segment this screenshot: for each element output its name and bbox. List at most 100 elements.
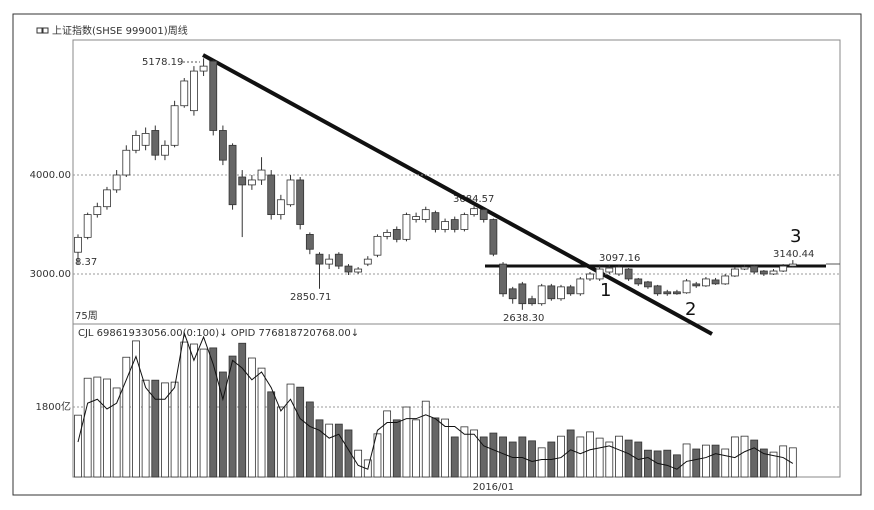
candle-body <box>247 179 256 186</box>
candle-body <box>122 149 131 176</box>
volume-bar <box>779 445 788 478</box>
volume-bar <box>74 414 82 478</box>
candle-body <box>788 263 797 267</box>
volume-bar <box>276 406 285 478</box>
volume-bar <box>576 436 585 478</box>
volume-bar <box>286 383 295 478</box>
y-tick-label: 4000.00 <box>30 170 71 181</box>
candle-body <box>479 209 488 220</box>
annotation: 8.37 <box>75 257 97 268</box>
candle-body <box>721 275 730 285</box>
volume-bar <box>218 371 227 478</box>
volume-bar <box>721 448 730 478</box>
y-tick-label: 1800亿 <box>36 400 71 413</box>
candle-body <box>702 278 710 287</box>
volume-bar <box>518 436 527 478</box>
candle-body <box>363 258 372 265</box>
candle-body <box>218 130 227 161</box>
candle-body <box>663 291 672 295</box>
volume-ma-line <box>77 331 794 470</box>
candle-body <box>392 229 401 240</box>
annotation: 5178.19 <box>142 57 183 68</box>
volume-bar <box>499 436 507 478</box>
volume-bar <box>450 436 459 478</box>
candle-body <box>431 212 440 230</box>
volume-bar <box>537 447 546 478</box>
volume-bar <box>615 435 623 478</box>
frame <box>12 13 862 496</box>
candle-body <box>344 265 353 273</box>
candle-body <box>334 253 343 267</box>
volume-bar <box>132 340 140 478</box>
candle-body <box>83 214 92 238</box>
candle-body <box>170 105 179 146</box>
candle-body <box>257 169 266 181</box>
candle-body <box>499 263 507 295</box>
volume-bar <box>557 435 565 478</box>
candle-body <box>769 270 778 275</box>
candle-body <box>624 268 633 280</box>
candle-body <box>296 179 305 225</box>
candle-body <box>228 144 237 206</box>
candle-body <box>190 70 198 112</box>
candle-body <box>450 219 459 230</box>
volume-bar <box>750 439 759 478</box>
volume-bar <box>151 379 160 478</box>
candle-body <box>305 234 314 250</box>
candle-body <box>547 285 556 300</box>
candle-body <box>209 60 218 131</box>
volume-bar <box>267 391 276 478</box>
volume-bar <box>190 343 198 478</box>
volume-bar <box>238 342 247 478</box>
candle-body <box>267 174 276 216</box>
candle-body <box>286 179 295 206</box>
volume-bar <box>354 449 363 478</box>
candle-body <box>161 144 169 156</box>
annotation: 75周 <box>75 310 98 322</box>
icon <box>36 27 43 34</box>
volume-bar <box>199 348 208 478</box>
icon <box>42 27 49 34</box>
volume-bar <box>83 377 92 478</box>
volume-bar <box>508 441 517 478</box>
candle-body <box>325 258 334 265</box>
candle-body <box>653 285 662 295</box>
candle-body <box>132 135 140 151</box>
volume-bar <box>170 381 179 478</box>
candle-body <box>673 291 681 295</box>
volume-bar <box>692 448 701 478</box>
volume-bar <box>460 426 469 478</box>
candle-body <box>528 298 536 305</box>
volume-bar <box>711 444 720 478</box>
candle-body <box>489 219 498 255</box>
candle-body <box>441 221 449 230</box>
candle-body <box>508 288 517 300</box>
volume-bar <box>305 401 314 478</box>
volume-bar <box>112 387 121 478</box>
volume-bar <box>489 432 498 478</box>
candle-body <box>238 176 247 186</box>
candle-body <box>634 278 643 285</box>
candle-body <box>151 130 160 156</box>
volume-bar <box>412 419 421 478</box>
volume-bar <box>566 429 575 478</box>
annotation: 3 <box>790 226 801 247</box>
volume-bar <box>441 418 449 478</box>
volume-bar <box>392 419 401 478</box>
volume-bar <box>180 341 189 478</box>
volume-bar <box>402 406 411 478</box>
candle-body <box>615 266 623 275</box>
volume-bar <box>247 357 256 478</box>
volume-bar <box>431 417 440 478</box>
volume-bar <box>605 441 614 478</box>
volume-bar <box>769 451 778 478</box>
volume-bar <box>663 449 672 478</box>
candle-body <box>103 189 111 208</box>
volume-bar <box>528 440 536 478</box>
volume-bar <box>228 355 237 478</box>
candle-body <box>383 232 392 237</box>
candle-body <box>586 273 594 280</box>
volume-bar <box>257 367 266 478</box>
volume-bar <box>93 376 102 478</box>
